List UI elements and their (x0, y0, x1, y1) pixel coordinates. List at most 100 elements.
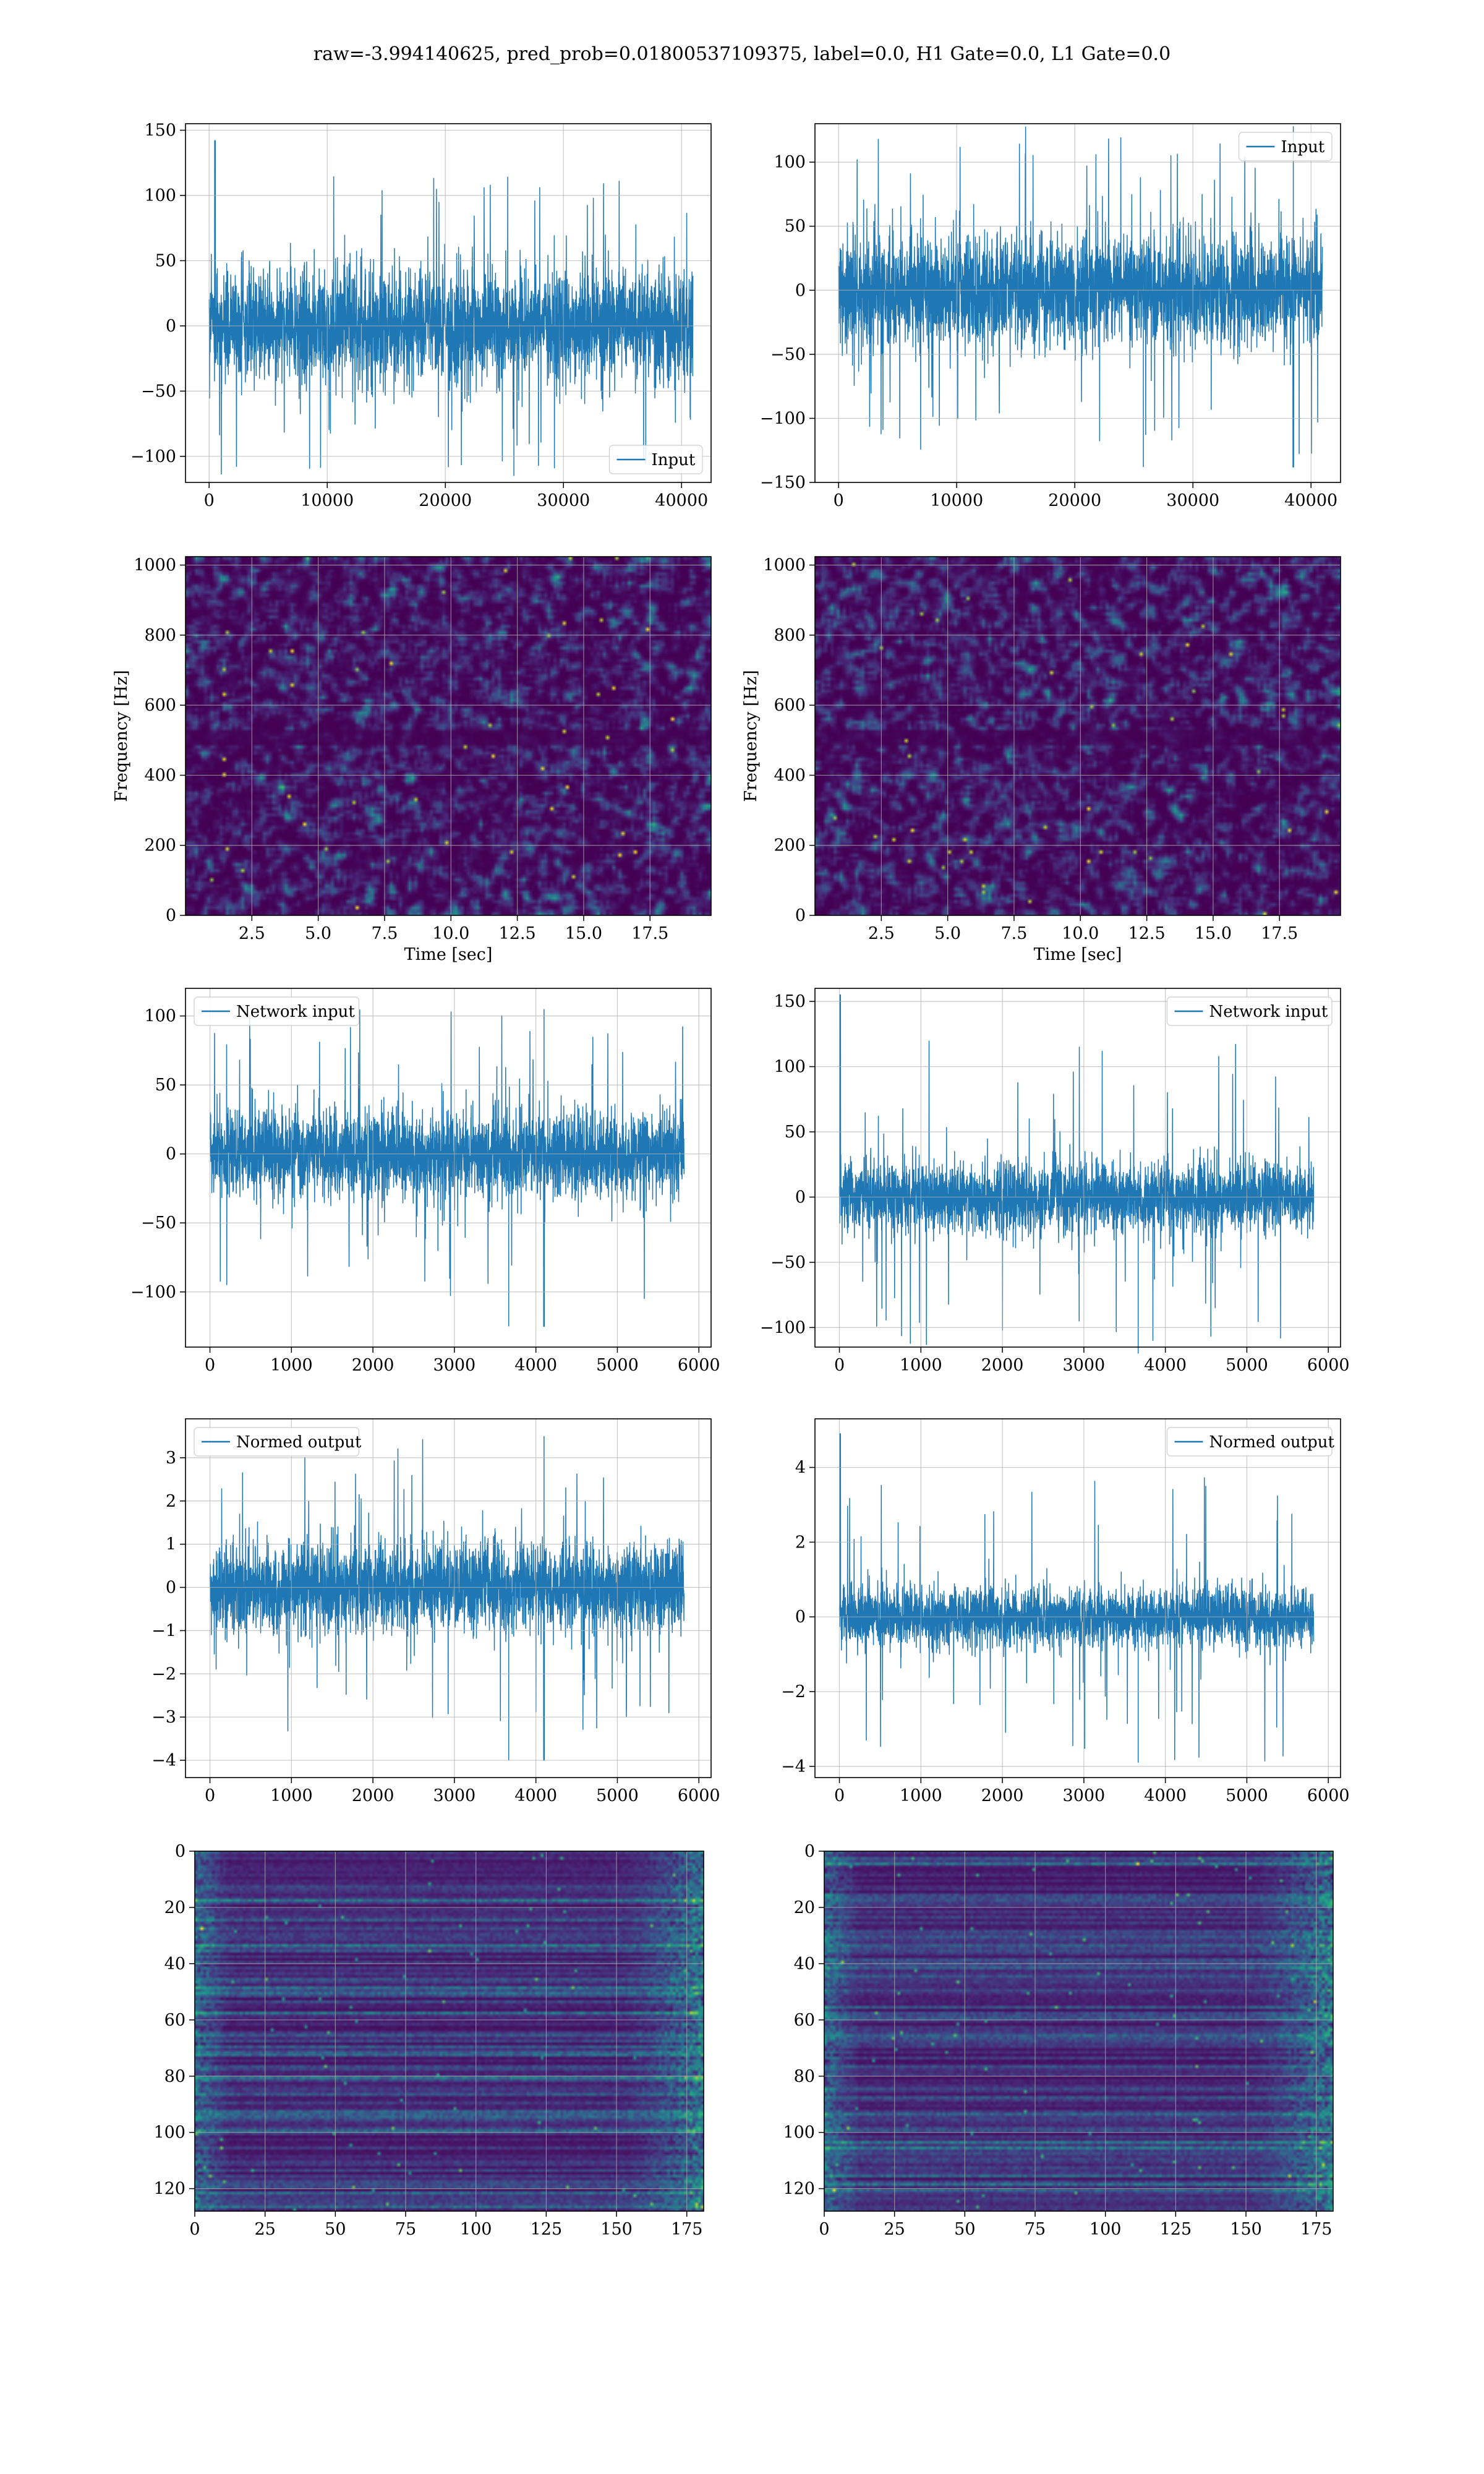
y-tick-label: −50 (770, 345, 806, 364)
x-tick-label: 20000 (1048, 491, 1101, 510)
axes-frame (814, 1418, 1341, 1778)
y-tick-label: 100 (144, 186, 176, 205)
y-tick-label: 0 (795, 906, 806, 925)
legend-box (1238, 132, 1333, 161)
axes-frame (194, 1851, 704, 2212)
y-tick-label: −100 (130, 447, 176, 466)
y-tick-label: 0 (166, 317, 176, 336)
x-tick-label: 3000 (433, 1356, 476, 1375)
x-tick-label: 1000 (270, 1786, 313, 1805)
y-tick-label: 400 (144, 766, 176, 785)
x-tick-label: 2000 (981, 1356, 1024, 1375)
x-tick-label: 2.5 (868, 924, 895, 943)
y-tick-label: −2 (781, 1682, 806, 1701)
y-tick-label: 600 (774, 696, 806, 715)
feature-map-image (824, 1851, 1333, 2211)
y-tick-label: 800 (144, 626, 176, 645)
panel-ts-l1-input: 0 10000 20000 30000 40000 −150 −100 −50 0 50 100 In… (760, 123, 1341, 510)
y-tick-label: −100 (130, 1283, 176, 1302)
x-tick-label: 6000 (678, 1356, 720, 1375)
x-tick-label: 3000 (1063, 1786, 1106, 1805)
y-tick-label: 1000 (134, 556, 176, 575)
panel-spec-h1: 2.5 5.0 7.5 10.0 12.5 15.0 17.5 0 200 400 600 800 10… (112, 556, 712, 964)
x-tick-label: 30000 (1166, 491, 1219, 510)
y-tick-label: −100 (760, 409, 806, 428)
y-tick-label: 800 (774, 626, 806, 645)
y-tick-label: 0 (795, 1188, 806, 1207)
legend-box (194, 1427, 360, 1457)
y-tick-label: 150 (774, 992, 806, 1011)
x-tick-label: 40000 (655, 491, 708, 510)
y-tick-label: −2 (151, 1664, 176, 1684)
series-line (209, 1009, 685, 1327)
x-tick-label: 4000 (1144, 1786, 1187, 1805)
x-tick-label: 5000 (1226, 1786, 1268, 1805)
y-tick-label: 200 (144, 836, 176, 855)
x-tick-label: 10.0 (432, 924, 469, 943)
panel-ts-l1-network: 0 1000 2000 3000 4000 5000 6000 −100 −50 0 50 100 15… (760, 988, 1350, 1375)
axes-frame (185, 1418, 712, 1778)
x-tick-label: 5.0 (934, 924, 961, 943)
x-tick-label: 2000 (352, 1356, 394, 1375)
y-tick-label: 50 (155, 1076, 176, 1095)
x-tick-label: 50 (954, 2220, 975, 2239)
feature-map-image (195, 1851, 704, 2211)
x-tick-label: 2000 (981, 1786, 1024, 1805)
series-line (208, 140, 694, 476)
legend-label: Normed output (1209, 1433, 1335, 1452)
axes-frame (185, 123, 712, 483)
y-tick-label: 3 (166, 1449, 176, 1468)
y-tick-label: 80 (794, 2067, 815, 2086)
y-tick-label: 2 (795, 1533, 806, 1552)
legend-label: Input (652, 451, 696, 469)
legend-label: Input (1281, 138, 1325, 156)
y-tick-label: 20 (164, 1898, 186, 1917)
x-tick-label: 10000 (301, 491, 354, 510)
y-tick-label: 100 (144, 1007, 176, 1026)
legend-box (608, 445, 703, 474)
x-tick-label: 40000 (1284, 491, 1337, 510)
x-tick-label: 10000 (930, 491, 983, 510)
x-tick-label: 150 (600, 2220, 633, 2239)
x-tick-label: 175 (671, 2220, 703, 2239)
x-axis-label: Time [sec] (404, 945, 493, 964)
panel-feat-h1: 0 25 50 75 100 125 150 175 0 20 40 60 80 100 120 (153, 1842, 704, 2239)
x-tick-label: 6000 (1307, 1786, 1350, 1805)
x-tick-label: 5000 (596, 1356, 639, 1375)
y-tick-label: −50 (770, 1253, 806, 1272)
x-tick-label: 17.5 (1261, 924, 1298, 943)
x-axis-label: Time [sec] (1034, 945, 1122, 964)
y-tick-label: 0 (795, 1607, 806, 1627)
y-tick-label: −4 (781, 1757, 806, 1776)
y-tick-label: 2 (166, 1492, 176, 1511)
y-tick-label: 1 (166, 1535, 176, 1554)
axes-frame (814, 988, 1341, 1348)
legend-label: Normed output (236, 1433, 362, 1452)
y-tick-label: 200 (774, 836, 806, 855)
x-tick-label: 12.5 (499, 924, 536, 943)
y-tick-label: 0 (166, 906, 176, 925)
y-tick-label: 100 (774, 1058, 806, 1077)
y-tick-label: 100 (153, 2123, 186, 2142)
y-tick-label: 50 (155, 251, 176, 270)
y-tick-label: 4 (795, 1458, 806, 1478)
y-axis-label: Frequency [Hz] (741, 670, 761, 802)
y-tick-label: 600 (144, 696, 176, 715)
y-tick-label: 40 (794, 1954, 815, 1974)
series-line (838, 1433, 1315, 1763)
y-tick-label: −1 (151, 1621, 176, 1640)
y-tick-label: −3 (151, 1708, 176, 1727)
x-tick-label: 100 (460, 2220, 492, 2239)
legend: Normed output (194, 1427, 362, 1457)
axes-frame (814, 556, 1341, 916)
y-tick-label: 100 (774, 153, 806, 172)
x-tick-label: 4000 (514, 1356, 557, 1375)
panel-ts-l1-normed: 0 1000 2000 3000 4000 5000 6000 −4 −2 0 2 4 Normed o… (781, 1418, 1350, 1805)
x-tick-label: 175 (1300, 2220, 1333, 2239)
y-tick-label: 150 (144, 121, 176, 140)
panel-spec-l1: 2.5 5.0 7.5 10.0 12.5 15.0 17.5 0 200 400 600 800 10… (741, 556, 1341, 964)
x-tick-label: 25 (884, 2220, 905, 2239)
x-tick-label: 0 (834, 1356, 845, 1375)
axes-frame (185, 556, 712, 916)
